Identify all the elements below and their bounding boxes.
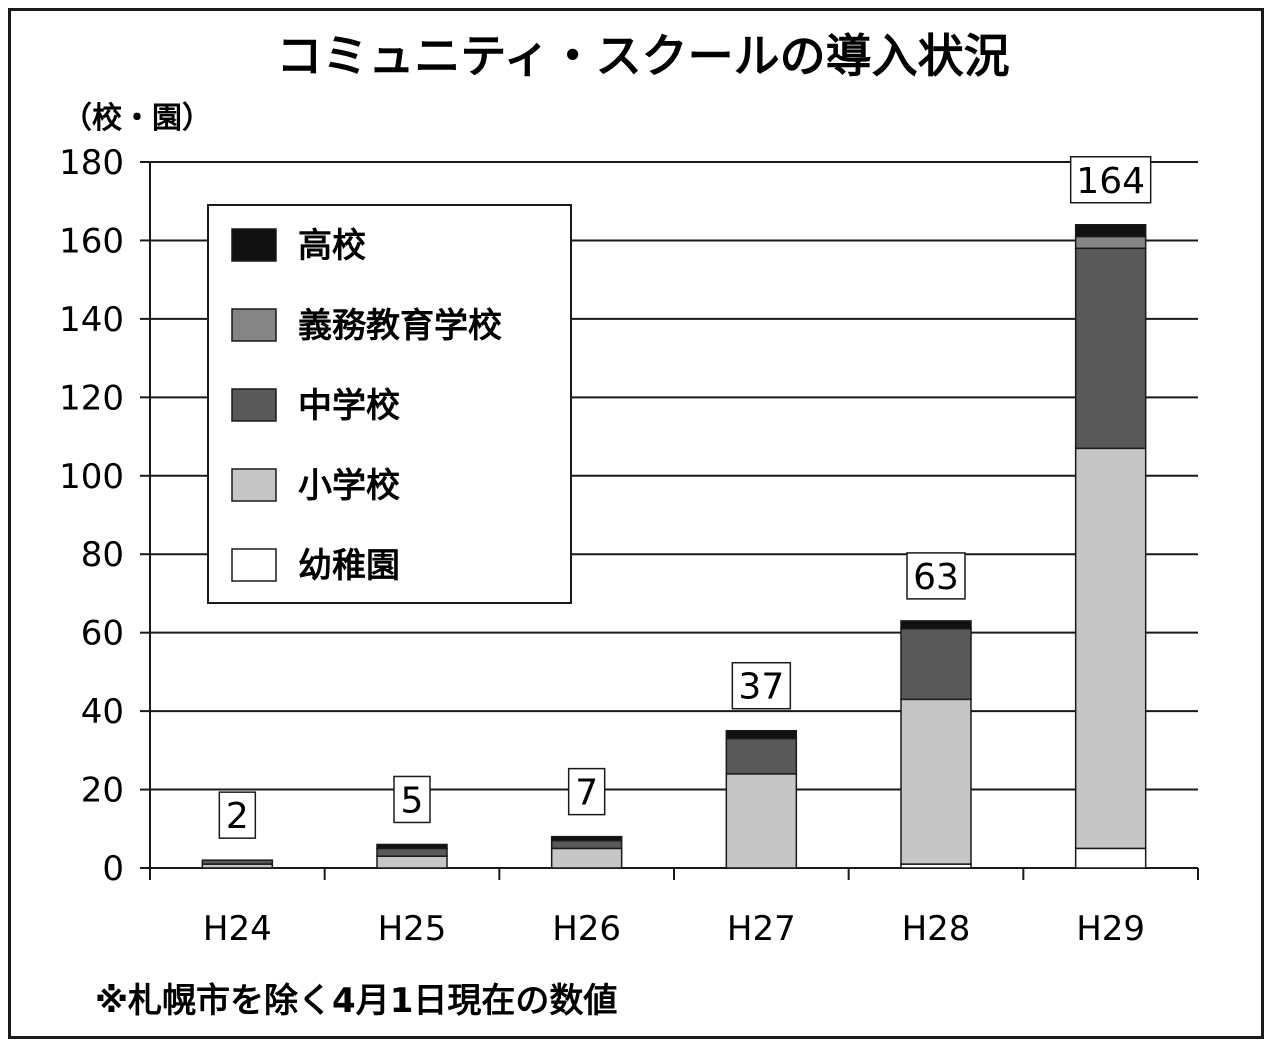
footnote: ※札幌市を除く4月1日現在の数値 [95, 981, 617, 1021]
bar-segment [725, 729, 798, 740]
bar-segment [201, 859, 274, 865]
total-label-box [1069, 156, 1152, 204]
bar-segment [1074, 247, 1147, 450]
bar-segment [900, 627, 972, 701]
total-label-box [731, 661, 792, 710]
bar-segment [376, 847, 448, 857]
total-label: 2 [226, 796, 249, 837]
bar-segment [376, 843, 448, 850]
total-label: 63 [913, 557, 959, 598]
legend-label: 幼稚園 [298, 546, 400, 586]
legend-swatch [231, 388, 277, 422]
legend-swatch [231, 468, 277, 502]
chart-title: コミュニティ・スクールの導入状況 [276, 29, 1009, 83]
bar-segment [550, 835, 623, 842]
bar-segment [900, 698, 972, 865]
total-label-box [567, 767, 606, 816]
total-label: 37 [738, 667, 784, 708]
x-tick-label: H26 [552, 909, 621, 949]
total-labels: 2 5 7 37 63 164 [218, 156, 1152, 839]
legend-swatch [231, 308, 277, 342]
legend-label: 高校 [298, 226, 366, 266]
y-tick-label: 80 [81, 535, 124, 575]
legend-label: 義務教育学校 [298, 306, 502, 346]
chart-frame [8, 8, 1264, 1039]
y-tick-label: 20 [81, 771, 124, 811]
y-tick-label: 100 [59, 457, 124, 497]
legend-swatch [231, 228, 277, 262]
bars [201, 224, 1147, 869]
total-label-box [906, 552, 966, 600]
bar-segment [900, 620, 972, 630]
total-label: 5 [401, 780, 424, 821]
legend-label: 中学校 [298, 386, 400, 426]
bar-segment [550, 847, 623, 869]
y-tick-label: 180 [59, 143, 124, 183]
y-tick-label: 140 [59, 300, 124, 340]
x-tick-labels: H24 H25 H26 H27 H28 H29 [203, 909, 1145, 949]
bar-segment [1074, 447, 1147, 850]
y-tick-label: 60 [81, 614, 124, 654]
bar-segment [1074, 235, 1147, 250]
total-label-box [393, 775, 431, 824]
y-tick-labels: 0 20 40 60 80 100 120 140 160 180 [59, 143, 124, 889]
axes [140, 161, 1199, 880]
bar-segment [725, 773, 798, 869]
y-tick-label: 160 [59, 221, 124, 261]
x-tick-label: H24 [203, 909, 272, 949]
x-tick-label: H27 [727, 909, 796, 949]
x-tick-label: H29 [1076, 909, 1145, 949]
bar-segment [376, 855, 448, 869]
y-tick-label: 120 [59, 378, 124, 418]
bar-segment [550, 839, 623, 850]
total-label: 7 [575, 773, 598, 814]
legend-swatch [231, 548, 277, 582]
legend-label: 小学校 [298, 466, 400, 506]
total-label-box [218, 791, 257, 839]
bar-segment [725, 737, 798, 775]
y-tick-label: 40 [81, 692, 124, 732]
x-tick-label: H28 [902, 909, 971, 949]
y-axis-unit: （校・園） [62, 101, 212, 136]
bar-segment [1074, 847, 1147, 869]
bar-segment [1074, 224, 1147, 238]
total-label: 164 [1076, 161, 1145, 202]
x-tick-label: H25 [378, 909, 447, 949]
y-tick-label: 0 [102, 849, 124, 889]
